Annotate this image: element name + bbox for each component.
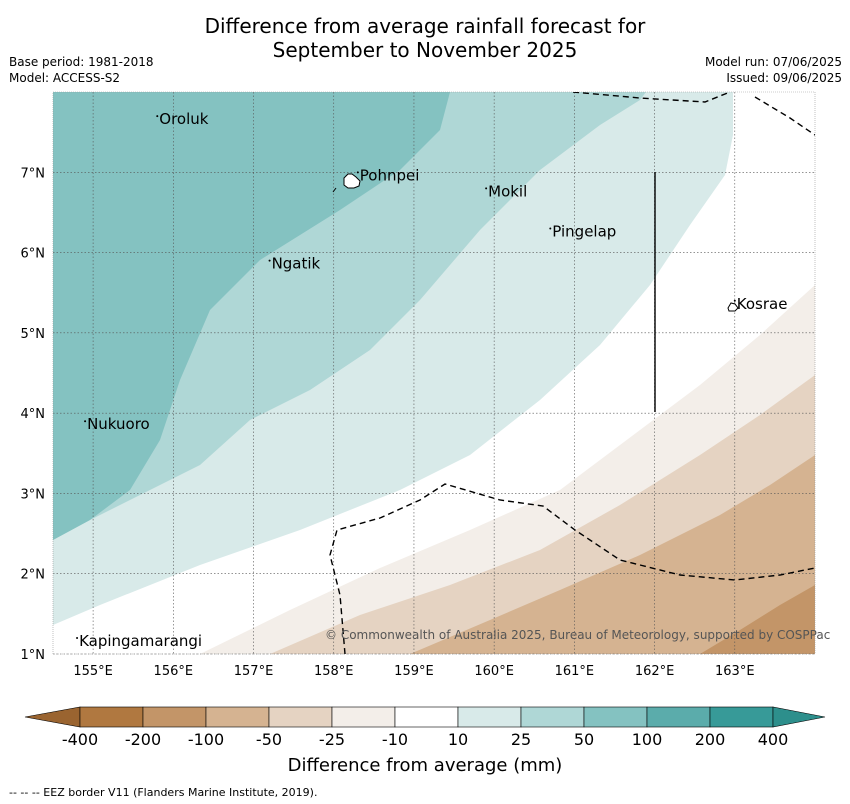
colorbar-segment	[331, 706, 396, 728]
issued-label: Issued: 09/06/2025	[726, 71, 842, 85]
place-marker	[268, 259, 271, 262]
longitude-tick-label: 157°E	[234, 664, 274, 679]
band-dry-200	[700, 585, 815, 654]
colorbar-segment	[457, 706, 522, 728]
latitude-tick-label: 3°N	[21, 487, 46, 502]
band-dry-100	[410, 455, 815, 654]
latitude-tick-labels: 1°N 2°N 3°N 4°N 5°N 6°N 7°N	[21, 166, 46, 663]
place-labels: Oroluk Pohnpei Mokil Pingelap Ngatik Kosrae Nu…	[76, 110, 787, 650]
place-marker	[84, 420, 87, 423]
colorbar-segment	[142, 706, 207, 728]
place-label-kapingamarangi: Kapingamarangi	[79, 632, 202, 650]
latitude-tick-label: 4°N	[21, 407, 46, 422]
longitude-tick-label: 155°E	[73, 664, 113, 679]
eez-footnote: -- -- -- EEZ border V11 (Flanders Marine…	[9, 786, 318, 799]
latitude-tick-label: 7°N	[21, 166, 46, 181]
band-wet-50	[53, 92, 450, 540]
pohnpei-island	[343, 173, 361, 189]
place-marker	[733, 299, 736, 302]
colorbar-segment	[268, 706, 333, 728]
model-label: Model: ACCESS-S2	[9, 71, 121, 85]
colorbar-arrow-right	[772, 706, 826, 728]
kosrae-island	[727, 302, 739, 312]
place-label-kosrae: Kosrae	[737, 295, 788, 313]
colorbar-segment	[205, 706, 270, 728]
forecast-contours	[53, 92, 815, 654]
colorbar-tick-label: 100	[631, 730, 663, 749]
model-run-label: Model run: 07/06/2025	[704, 55, 842, 69]
map-frame	[52, 91, 816, 655]
longitude-tick-label: 156°E	[154, 664, 194, 679]
ant-atoll-mark	[332, 187, 337, 193]
eez-borders	[329, 92, 815, 654]
place-label-pingelap: Pingelap	[552, 223, 616, 241]
colorbar-segment	[646, 706, 711, 728]
colorbar-tick-label: 50	[573, 730, 595, 749]
colorbar-tick-label: -200	[124, 730, 162, 749]
longitude-tick-label: 158°E	[314, 664, 354, 679]
longitude-tick-labels: 155°E 156°E 157°E 158°E 159°E 160°E 161°E 162°E…	[73, 664, 754, 679]
latitude-tick-label: 1°N	[21, 648, 46, 663]
eez-border-south	[329, 483, 815, 654]
colorbar-segment	[394, 706, 459, 728]
place-marker	[485, 187, 488, 190]
colorbar-tick-label: -100	[187, 730, 225, 749]
place-marker	[356, 171, 359, 174]
colorbar-tick-label: -25	[318, 730, 346, 749]
eez-border-northeast	[754, 96, 815, 136]
colorbar	[24, 706, 826, 728]
colorbar-segment	[79, 706, 144, 728]
latitude-tick-label: 5°N	[21, 327, 46, 342]
colorbar-segment	[520, 706, 585, 728]
colorbar-tick-label: -50	[255, 730, 283, 749]
place-label-nukuoro: Nukuoro	[87, 415, 150, 433]
longitude-tick-label: 163°E	[715, 664, 755, 679]
colorbar-segment	[583, 706, 648, 728]
colorbar-tick-label: 400	[757, 730, 789, 749]
colorbar-tick-label: 25	[510, 730, 532, 749]
place-label-ngatik: Ngatik	[272, 255, 321, 273]
colorbar-tick-label: -400	[61, 730, 99, 749]
colorbar-tick-label: 10	[447, 730, 469, 749]
longitude-tick-label: 159°E	[394, 664, 434, 679]
longitude-tick-label: 162°E	[635, 664, 675, 679]
place-marker	[549, 227, 552, 230]
place-marker	[156, 115, 159, 118]
place-label-oroluk: Oroluk	[159, 110, 208, 128]
base-period-label: Base period: 1981-2018	[9, 55, 154, 69]
latitude-tick-label: 6°N	[21, 247, 46, 262]
colorbar-segment	[709, 706, 774, 728]
longitude-tick-label: 161°E	[555, 664, 595, 679]
colorbar-labels: -400 -200 -100 -50 -25 -10 10 25 50 100 200 400	[0, 730, 850, 752]
place-label-pohnpei: Pohnpei	[360, 166, 420, 184]
eez-border-north	[572, 92, 731, 103]
colorbar-tick-label: 200	[694, 730, 726, 749]
colorbar-tick-label: -10	[381, 730, 409, 749]
colorbar-arrow-left	[24, 706, 81, 728]
copyright-notice: © Commonwealth of Australia 2025, Bureau…	[325, 628, 831, 642]
place-marker	[76, 636, 79, 639]
map-title-line2: September to November 2025	[272, 38, 578, 62]
map-title-line1: Difference from average rainfall forecas…	[204, 14, 646, 38]
colorbar-title: Difference from average (mm)	[287, 755, 563, 776]
latitude-tick-label: 2°N	[21, 568, 46, 583]
longitude-tick-label: 160°E	[474, 664, 514, 679]
place-label-mokil: Mokil	[488, 182, 527, 200]
